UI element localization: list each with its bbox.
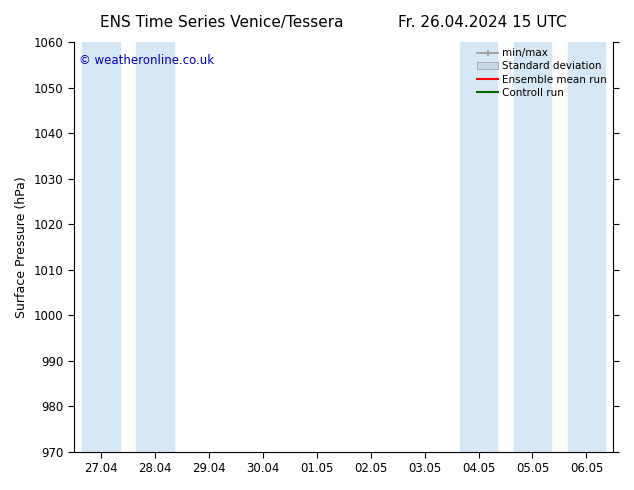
Bar <box>567 42 605 452</box>
Text: © weatheronline.co.uk: © weatheronline.co.uk <box>79 54 214 67</box>
Text: Fr. 26.04.2024 15 UTC: Fr. 26.04.2024 15 UTC <box>398 15 566 30</box>
Text: ENS Time Series Venice/Tessera: ENS Time Series Venice/Tessera <box>100 15 344 30</box>
Y-axis label: Surface Pressure (hPa): Surface Pressure (hPa) <box>15 176 28 318</box>
Bar <box>460 42 498 452</box>
Bar <box>514 42 552 452</box>
Bar <box>136 42 174 452</box>
Legend: min/max, Standard deviation, Ensemble mean run, Controll run: min/max, Standard deviation, Ensemble me… <box>473 44 611 102</box>
Bar <box>82 42 120 452</box>
